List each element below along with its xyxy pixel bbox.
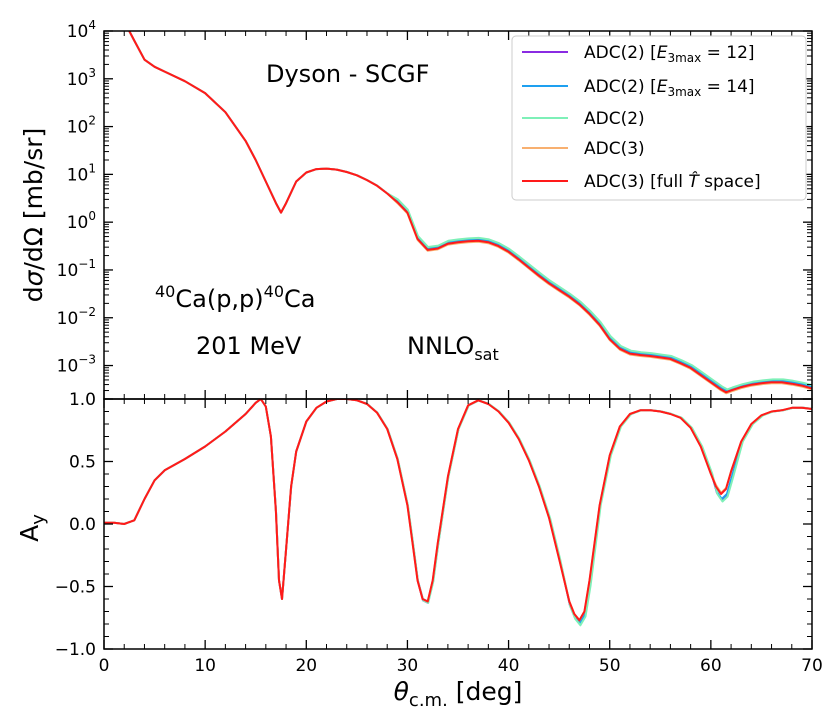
chart-title: Dyson - SCGF <box>266 60 429 88</box>
bottom-y-tick-label: −1.0 <box>55 640 96 660</box>
top-y-tick-label: 102 <box>67 114 96 138</box>
x-tick-label: 40 <box>498 656 520 676</box>
top-y-tick-label: 100 <box>67 209 96 233</box>
top-y-tick-label: 10−1 <box>57 257 96 281</box>
legend-label-adc2-e3max12: ADC(2) [E3max = 12] <box>584 43 755 65</box>
x-axis-label: θc.m. [deg] <box>394 677 523 711</box>
x-tick-label: 60 <box>700 656 722 676</box>
top-y-tick-label: 10−2 <box>57 305 96 329</box>
cross-section-panel: 10−3 10−2 10−1 100 101 102 103 104 dσ/dΩ [mb/sr… <box>19 18 813 400</box>
bottom-axis-ticks <box>103 398 813 650</box>
xs-line-adc-3-full-t-space <box>128 31 812 394</box>
bottom-y-tick-label: 1.0 <box>69 390 96 410</box>
bottom-y-tick-label: 0.0 <box>69 515 96 535</box>
bottom-y-tick-label: 0.5 <box>69 453 96 473</box>
legend-label-adc3: ADC(3) <box>584 139 645 159</box>
legend-box <box>511 35 807 201</box>
x-tick-label: 30 <box>397 656 419 676</box>
reaction-label: 40Ca(p,p)40Ca <box>155 282 315 313</box>
top-y-tick-label: 101 <box>67 161 96 185</box>
analyzing-power-panel: −1.0 −0.5 0.0 0.5 1.0 0 10 20 30 40 50 60 70 Ay θc.… <box>15 390 823 711</box>
bottom-y-axis-label: Ay <box>15 514 49 542</box>
top-y-tick-labels: 10−3 10−2 10−1 100 101 102 103 104 <box>57 18 96 377</box>
top-y-tick-label: 10−3 <box>57 353 96 377</box>
top-y-tick-label: 103 <box>67 66 96 90</box>
analyzing-power-curves <box>104 399 812 627</box>
x-tick-label: 20 <box>295 656 317 676</box>
x-tick-label: 10 <box>194 656 216 676</box>
legend-label-adc2-e3max14: ADC(2) [E3max = 14] <box>584 77 755 99</box>
bottom-y-tick-labels: −1.0 −0.5 0.0 0.5 1.0 <box>55 390 96 660</box>
x-tick-labels: 0 10 20 30 40 50 60 70 <box>99 656 823 676</box>
energy-label: 201 MeV <box>196 332 302 360</box>
legend-label-adc2: ADC(2) <box>584 109 645 129</box>
top-y-tick-label: 104 <box>67 18 96 42</box>
cross-section-curves <box>128 31 812 395</box>
x-tick-label: 0 <box>99 656 110 676</box>
legend-label-adc3-full: ADC(3) [full T̂ space] <box>584 171 761 192</box>
bottom-y-tick-label: −0.5 <box>55 578 96 598</box>
ay-line-adc-3-full-t-space <box>104 399 812 622</box>
legend: ADC(2) [E3max = 12] ADC(2) [E3max = 14] … <box>511 35 807 201</box>
x-tick-label: 50 <box>599 656 621 676</box>
interaction-label: NNLOsat <box>407 332 499 364</box>
top-y-axis-label: dσ/dΩ [mb/sr] <box>19 128 48 303</box>
x-tick-label: 70 <box>801 656 823 676</box>
